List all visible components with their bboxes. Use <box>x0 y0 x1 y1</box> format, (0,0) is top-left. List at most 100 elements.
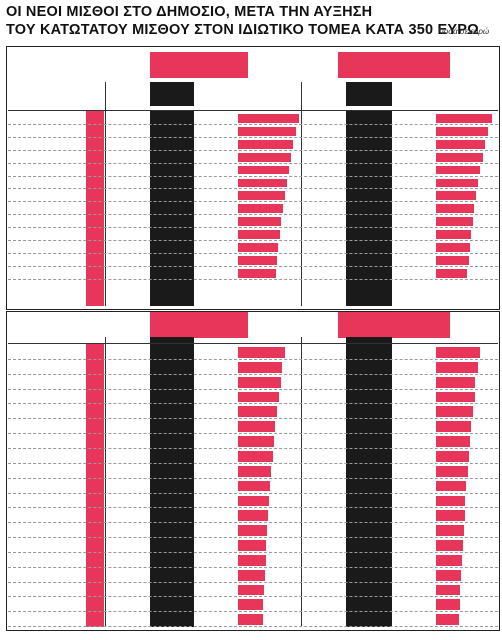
row-rule <box>8 214 498 216</box>
unit-note: Ποσά σε ευρώ <box>438 27 490 36</box>
row-rule <box>8 123 498 125</box>
row-rule <box>8 278 498 280</box>
increase-bar-r <box>436 599 460 611</box>
row-rule <box>8 403 498 405</box>
row-rule <box>8 162 498 164</box>
row-rule <box>8 188 498 190</box>
increase-bar-r <box>436 450 469 462</box>
increase-bar-r <box>436 165 481 175</box>
increase-bar-l <box>238 599 264 611</box>
separator-1 <box>301 337 302 627</box>
increase-bar-l <box>238 178 287 188</box>
title-line-2: ΤΟΥ ΚΑΤΩΤΑΤΟΥ ΜΙΣΘΟΥ ΣΤΟΝ ΙΔΙΩΤΙΚΟ ΤΟΜΕΑ… <box>6 22 479 38</box>
header-before-l <box>106 82 150 106</box>
increase-bar-r <box>436 376 476 388</box>
row-rule <box>8 175 498 177</box>
increase-bar-l <box>238 465 272 477</box>
increase-bar-r <box>436 204 475 214</box>
after-column-left <box>150 111 194 306</box>
increase-bar-l <box>238 243 279 252</box>
increase-bar-r <box>436 243 470 252</box>
row-rule <box>8 265 498 267</box>
row-rule <box>8 522 498 524</box>
increase-bar-r <box>436 361 479 373</box>
increase-bar-l <box>238 480 271 492</box>
increase-bar-r <box>436 510 465 522</box>
row-rule <box>8 149 498 151</box>
increase-bar-l <box>238 217 282 227</box>
increase-bar-r <box>436 540 463 551</box>
increase-bar-l <box>238 450 273 462</box>
separator-0 <box>105 337 106 627</box>
header-after-l <box>150 337 194 361</box>
row-rule <box>8 433 498 435</box>
increase-bar-l <box>238 436 274 447</box>
row-rule <box>8 477 498 479</box>
increase-bar-l <box>238 165 289 175</box>
row-rule <box>8 566 498 568</box>
row-rule <box>8 596 498 598</box>
increase-bar-r <box>436 554 462 566</box>
header-rule <box>8 110 498 111</box>
increase-bar-l <box>238 114 299 123</box>
increase-bar-l <box>238 391 279 403</box>
increase-bar-r <box>436 152 483 162</box>
increase-bar-r <box>436 525 464 537</box>
increase-bar-l <box>238 152 291 162</box>
header-after-r <box>346 337 392 361</box>
increase-bar-r <box>436 217 473 227</box>
header-increase-l <box>200 90 260 100</box>
separator-1 <box>301 82 302 306</box>
row-rule <box>8 388 498 390</box>
header-before-l <box>106 337 150 361</box>
klimakio-column <box>86 344 104 627</box>
increase-bar-l <box>238 139 294 149</box>
increase-bar-l <box>238 525 268 537</box>
increase-bar-l <box>238 495 270 507</box>
row-rule <box>8 581 498 583</box>
table-frame-bottom <box>6 311 500 631</box>
increase-bar-r <box>436 406 474 418</box>
increase-bar-r <box>436 114 492 123</box>
increase-bar-l <box>238 406 277 418</box>
increase-bar-r <box>436 480 467 492</box>
header-before-r <box>302 82 346 106</box>
increase-bar-l <box>238 255 278 265</box>
increase-bar-l <box>238 191 285 201</box>
title-line-1: ΟΙ ΝΕΟΙ ΜΙΣΘΟΙ ΣΤΟ ΔΗΜΟΣΙΟ, ΜΕΤΑ ΤΗΝ ΑΥΞ… <box>6 4 373 20</box>
increase-bar-r <box>436 495 466 507</box>
increase-bar-l <box>238 204 283 214</box>
increase-bar-l <box>238 347 285 358</box>
row-rule <box>8 492 498 494</box>
row-rule <box>8 373 498 375</box>
increase-bar-r <box>436 191 477 201</box>
row-rule <box>8 462 498 464</box>
row-rule <box>8 626 498 628</box>
increase-bar-l <box>238 569 265 581</box>
section-title-right <box>338 52 450 78</box>
increase-bar-r <box>436 391 475 403</box>
after-column-left <box>150 344 194 627</box>
row-rule <box>8 447 498 449</box>
increase-bar-r <box>436 436 471 447</box>
after-column-right <box>346 111 392 306</box>
row-rule <box>8 507 498 509</box>
increase-bar-l <box>238 268 276 278</box>
separator-0 <box>105 82 106 306</box>
row-rule <box>8 227 498 229</box>
row-rule <box>8 252 498 254</box>
header-before-r <box>302 337 346 361</box>
increase-bar-r <box>436 569 462 581</box>
increase-bar-l <box>238 376 281 388</box>
section-title-left <box>150 52 248 78</box>
increase-bar-r <box>436 465 468 477</box>
section-title-right <box>338 312 450 338</box>
increase-bar-l <box>238 614 263 626</box>
row-rule <box>8 418 498 420</box>
klimakio-column <box>86 111 104 306</box>
row-rule <box>8 358 498 360</box>
table-frame-top <box>6 46 500 310</box>
increase-bar-r <box>436 230 472 239</box>
header-after-r <box>346 82 392 106</box>
